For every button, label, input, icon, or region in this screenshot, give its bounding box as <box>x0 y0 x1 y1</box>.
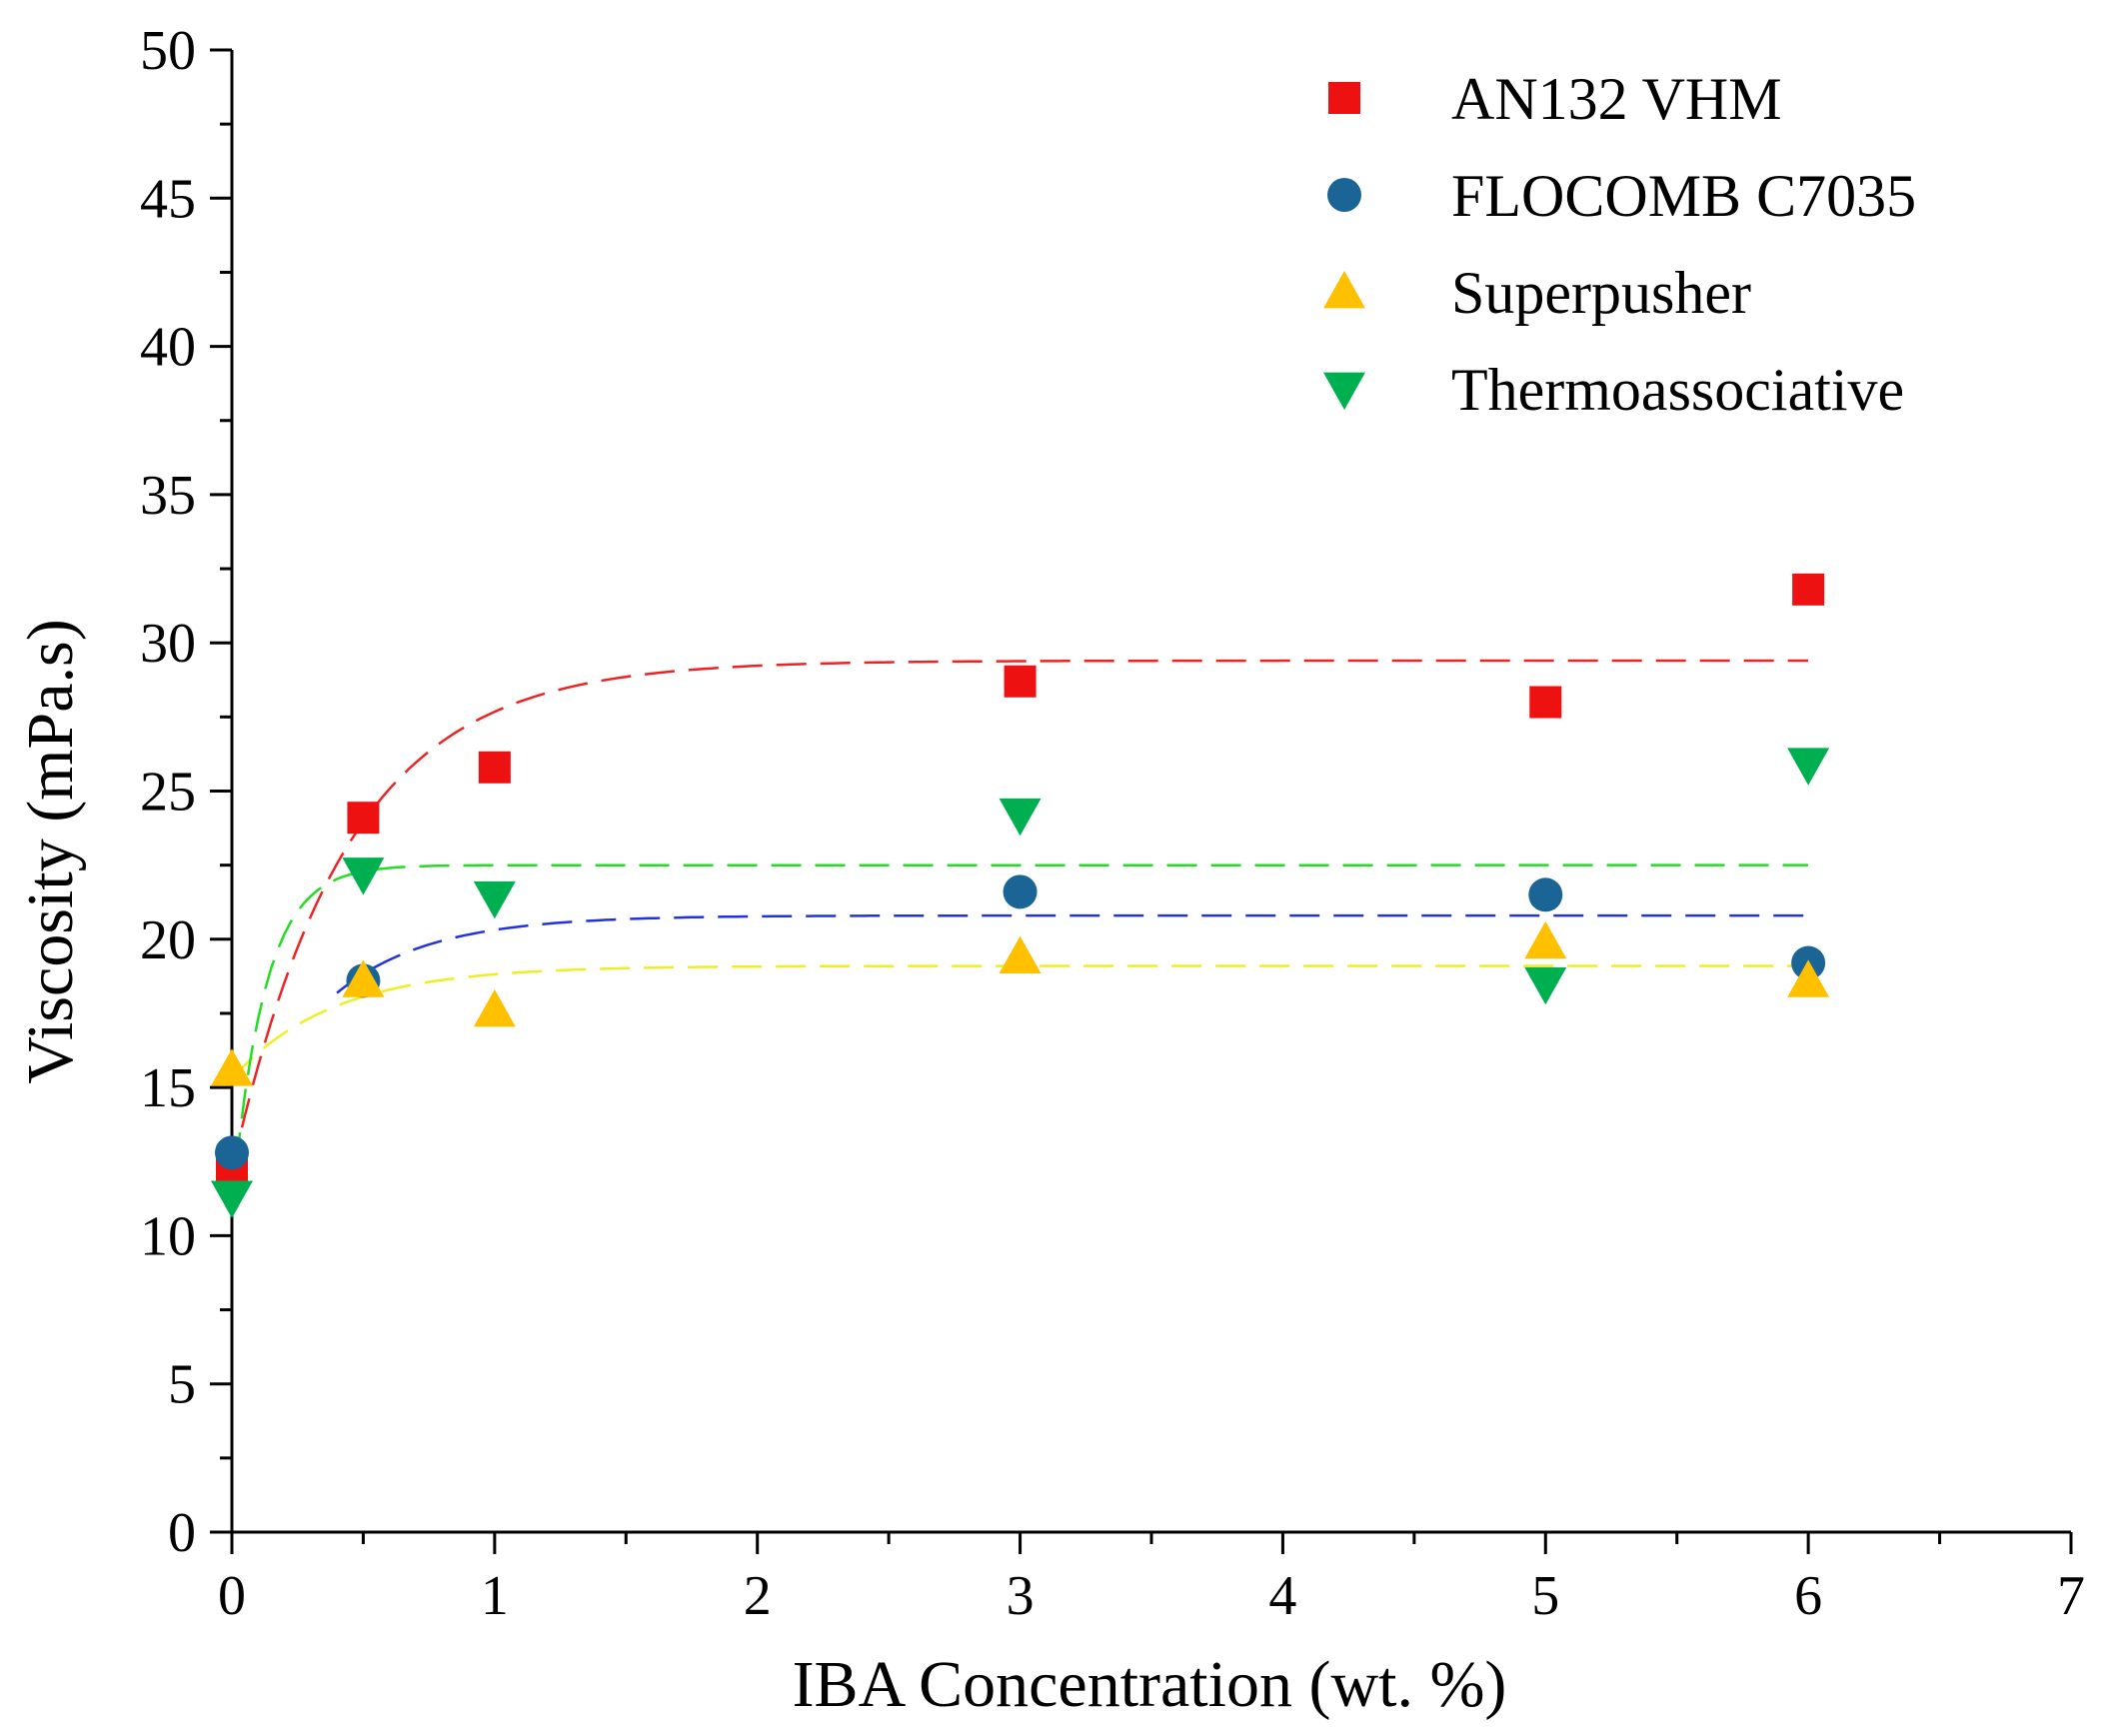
fit-curve-thermoassociative <box>230 864 1809 1206</box>
y-tick-label: 15 <box>140 1057 196 1119</box>
data-point-superpusher <box>211 1048 253 1086</box>
fit-curves <box>230 659 1809 1206</box>
y-tick-label: 40 <box>140 317 196 379</box>
data-point-thermoassociative <box>1787 748 1830 786</box>
data-point-superpusher <box>1787 959 1830 997</box>
x-axis-label: IBA Concentration (wt. %) <box>793 1648 1507 1721</box>
data-point-superpusher <box>473 988 516 1027</box>
y-tick-label: 30 <box>140 613 196 675</box>
x-tick-label: 0 <box>218 1565 246 1627</box>
data-point-thermoassociative <box>211 1180 253 1218</box>
legend-marker-superpusher <box>1323 271 1365 309</box>
fit-curve-an132-vhm <box>230 659 1809 1171</box>
x-tick-label: 7 <box>2057 1565 2085 1627</box>
legend-marker-thermoassociative <box>1323 372 1365 410</box>
legend-marker-an132-vhm <box>1328 82 1360 114</box>
legend-label: Superpusher <box>1451 260 1751 326</box>
fit-curve-flocomb-c7035 <box>336 913 1809 994</box>
x-tick-label: 4 <box>1268 1565 1296 1627</box>
axes <box>230 50 2071 1534</box>
y-tick-label: 50 <box>140 20 196 82</box>
legend: AN132 VHM FLOCOMB C7035 Superpusher Thermoa… <box>1323 66 1916 423</box>
data-point-thermoassociative <box>342 858 385 895</box>
legend-label: FLOCOMB C7035 <box>1451 163 1916 229</box>
data-point-an132-vhm <box>1792 573 1825 606</box>
data-point-superpusher <box>999 935 1042 973</box>
data-point-thermoassociative <box>473 880 516 919</box>
x-tick-label: 2 <box>744 1565 772 1627</box>
y-tick-label: 45 <box>140 168 196 230</box>
data-points <box>211 573 1830 1218</box>
x-tick-label: 1 <box>481 1565 509 1627</box>
data-point-flocomb-c7035 <box>215 1135 249 1170</box>
y-tick-label: 10 <box>140 1205 196 1267</box>
data-point-an132-vhm <box>1529 686 1562 719</box>
data-point-flocomb-c7035 <box>1003 874 1038 909</box>
x-tick-label: 3 <box>1007 1565 1035 1627</box>
legend-label: Thermoassociative <box>1451 357 1904 423</box>
data-point-an132-vhm <box>478 751 511 784</box>
data-point-an132-vhm <box>347 802 380 835</box>
y-axis-label: Viscosity (mPa.s) <box>14 619 87 1083</box>
y-tick-label: 35 <box>140 465 196 527</box>
y-tick-label: 5 <box>168 1354 196 1416</box>
x-tick-label: 6 <box>1794 1565 1822 1627</box>
legend-marker-flocomb-c7035 <box>1327 178 1361 212</box>
y-tick-label: 20 <box>140 909 196 971</box>
data-point-an132-vhm <box>1004 665 1037 698</box>
tick-marks <box>210 48 2073 1554</box>
legend-label: AN132 VHM <box>1451 66 1782 132</box>
data-point-superpusher <box>342 959 385 997</box>
fit-curve-superpusher <box>231 964 1809 1080</box>
data-point-superpusher <box>1524 920 1567 959</box>
y-tick-label: 25 <box>140 762 196 824</box>
data-point-thermoassociative <box>1524 966 1567 1005</box>
x-tick-label: 5 <box>1531 1565 1559 1627</box>
y-tick-label: 0 <box>168 1502 196 1564</box>
data-point-flocomb-c7035 <box>1528 877 1563 912</box>
data-point-thermoassociative <box>999 798 1042 837</box>
